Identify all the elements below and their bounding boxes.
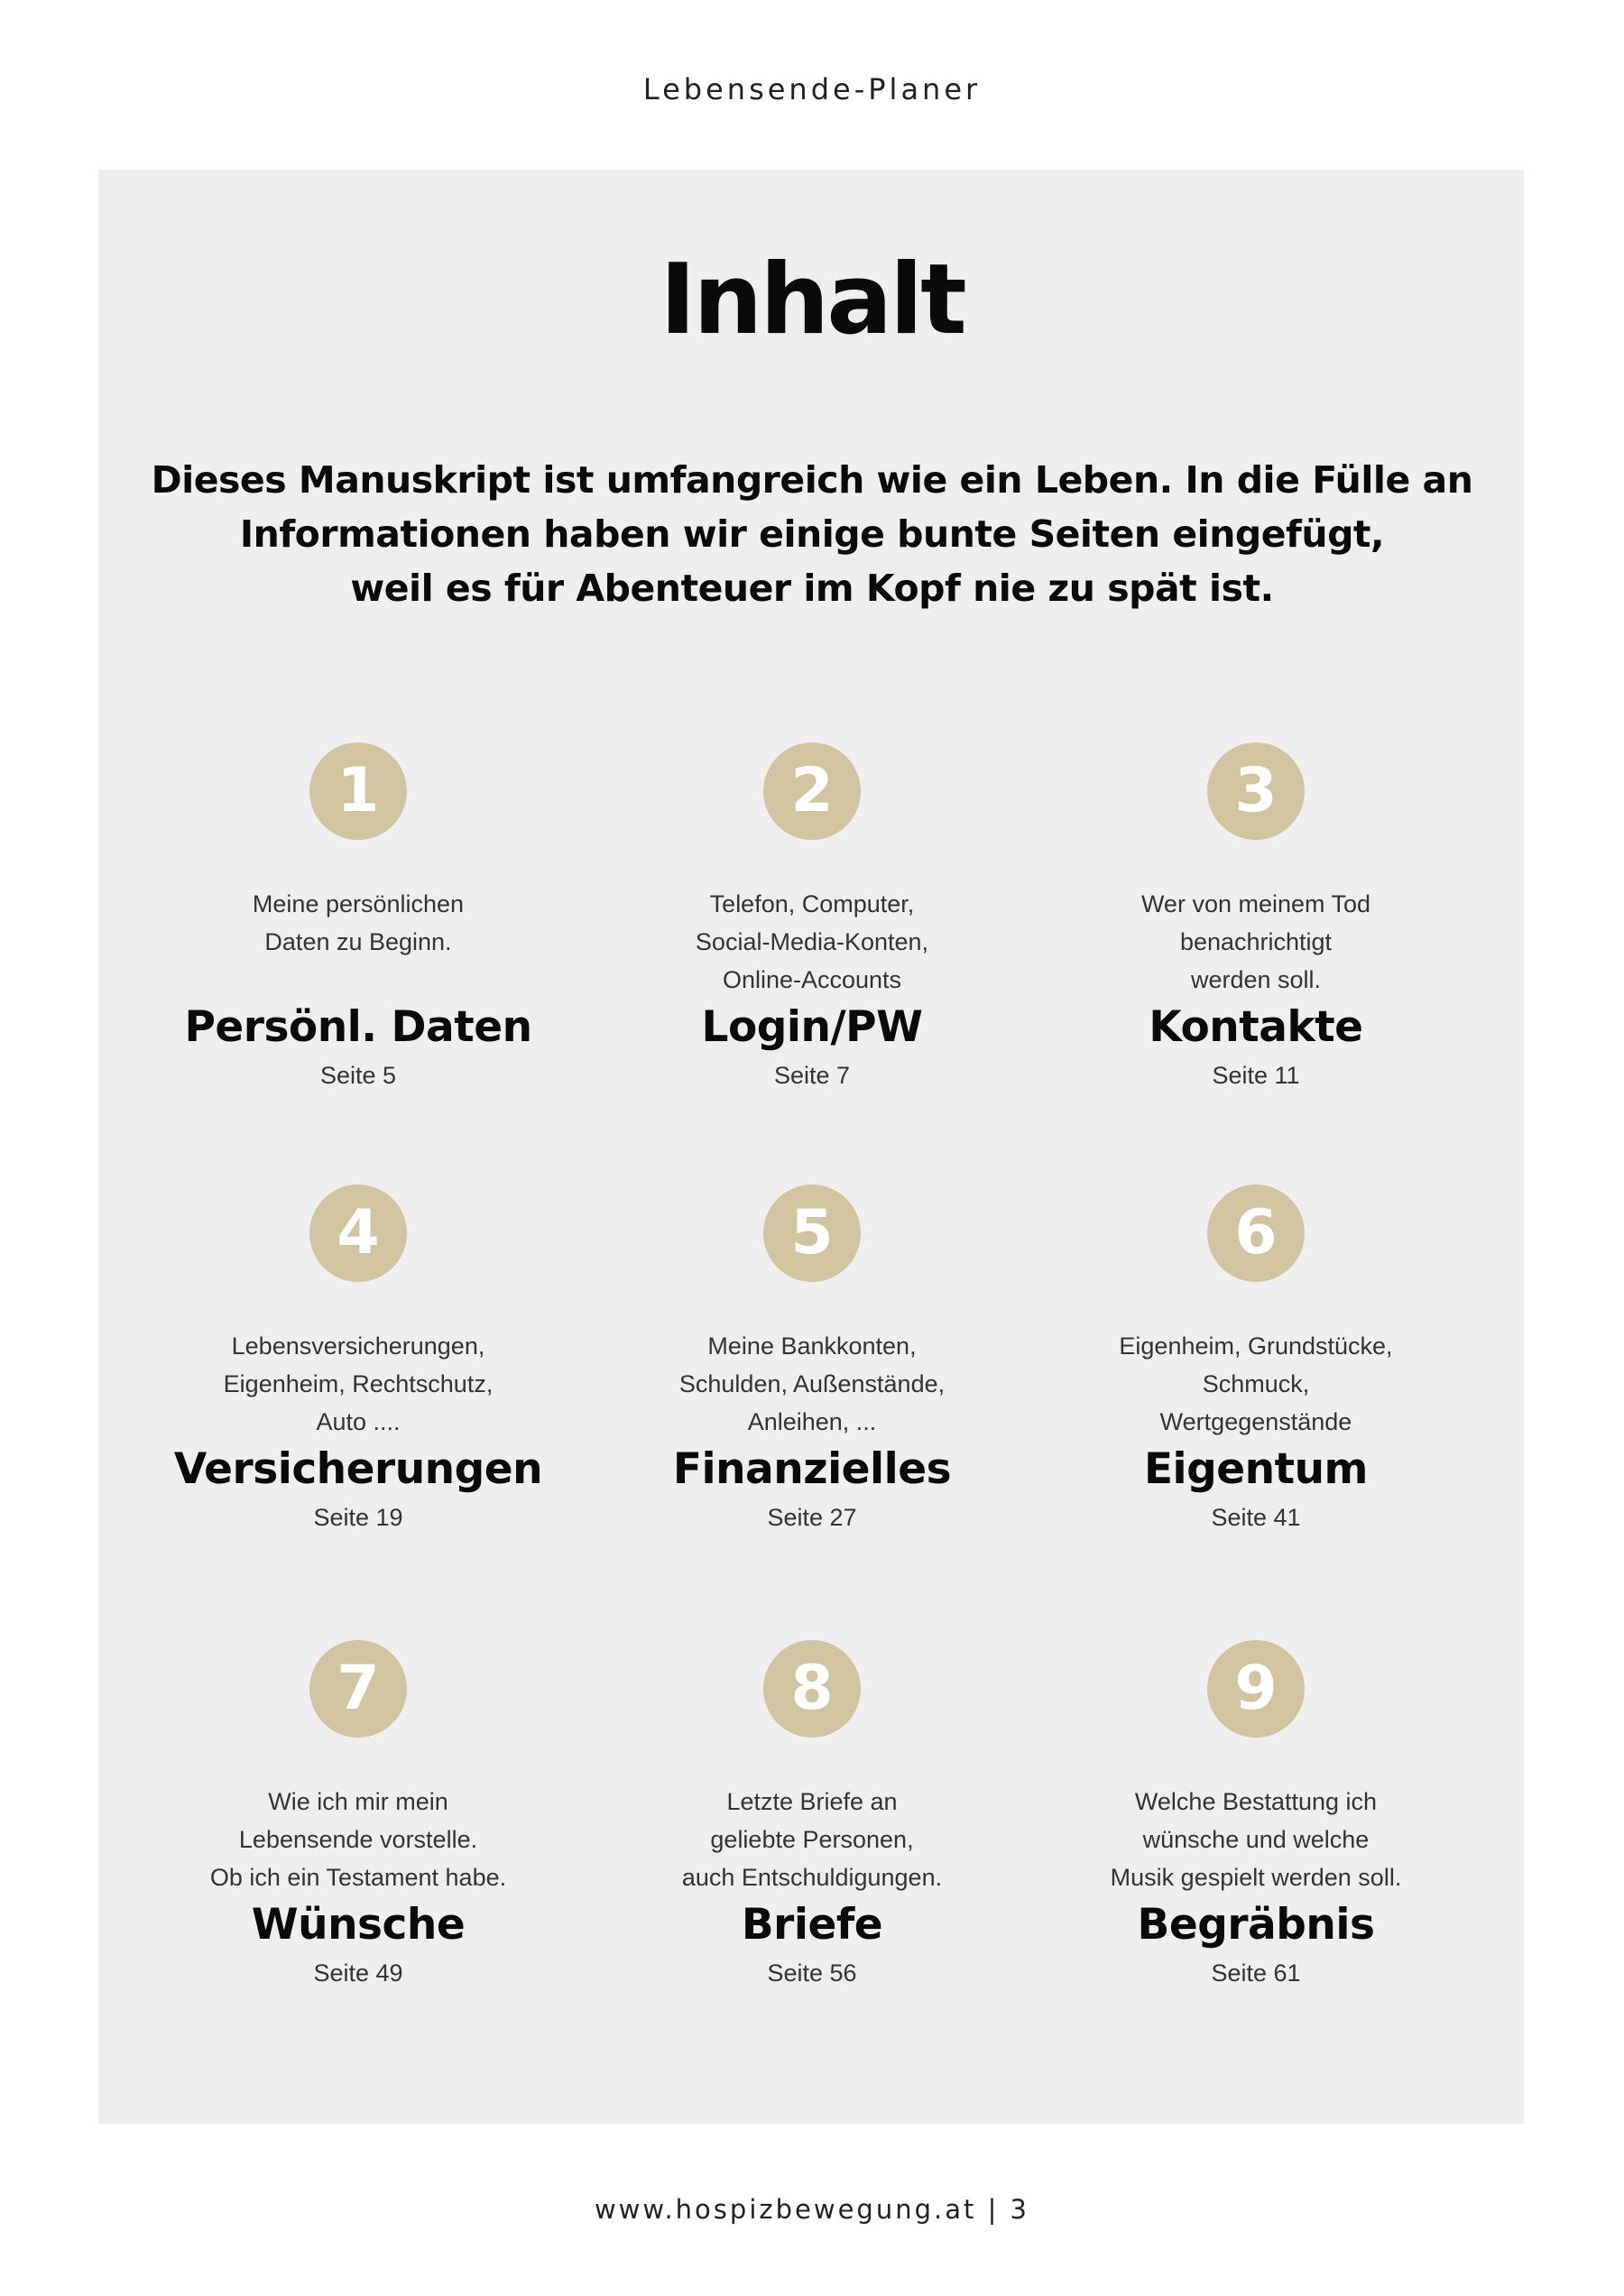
item-description: Telefon, Computer, Social-Media-Konten, On… <box>577 885 1047 999</box>
item-description: Wie ich mir mein Lebensende vorstelle. Ob … <box>124 1783 593 1896</box>
number-badge: 4 <box>309 1185 407 1282</box>
item-title: Begräbnis <box>1137 1900 1375 1950</box>
item-title: Persönl. Daten <box>184 1002 532 1052</box>
description-line: Wie ich mir mein <box>268 1788 448 1815</box>
item-title: Eigentum <box>1143 1444 1369 1494</box>
item-page-ref: Seite 56 <box>767 1959 857 1987</box>
item-title: Briefe <box>741 1900 883 1950</box>
item-description: Letzte Briefe an geliebte Personen, auch E… <box>577 1783 1047 1896</box>
toc-item: 9 Welche Bestattung ich wünsche und welche… <box>1021 1640 1490 1988</box>
number-badge: 2 <box>763 742 861 840</box>
toc-item: 4 Lebensversicherungen, Eigenheim, Rechtsc… <box>124 1185 593 1533</box>
description-line: Daten zu Beginn. <box>264 928 452 955</box>
number-badge: 8 <box>763 1640 861 1738</box>
number-badge: 1 <box>309 742 407 840</box>
description-line: Social-Media-Konten, <box>695 928 929 955</box>
intro-text: Dieses Manuskript ist umfangreich wie ei… <box>0 453 1624 615</box>
description-line: Musik gespielt werden soll. <box>1110 1864 1402 1891</box>
intro-line: Informationen haben wir einige bunte Sei… <box>239 512 1385 556</box>
description-line: Lebensende vorstelle. <box>238 1826 478 1853</box>
description-line: Eigenheim, Rechtschutz, <box>223 1370 494 1397</box>
number-badge: 9 <box>1207 1640 1305 1738</box>
description-line: Eigenheim, Grundstücke, <box>1119 1332 1393 1360</box>
description-line: Online-Accounts <box>722 966 902 993</box>
description-line: Welche Bestattung ich <box>1134 1788 1378 1815</box>
toc-item: 6 Eigenheim, Grundstücke, Schmuck, Wertgege… <box>1021 1185 1490 1533</box>
item-page-ref: Seite 11 <box>1212 1062 1300 1089</box>
description-line: Telefon, Computer, <box>709 890 915 917</box>
item-description: Eigenheim, Grundstücke, Schmuck, Wertgegen… <box>1021 1327 1490 1441</box>
description-line: Letzte Briefe an <box>726 1788 898 1815</box>
toc-item: 1 Meine persönlichen Daten zu Beginn. Persö… <box>124 742 593 1091</box>
item-page-ref: Seite 41 <box>1211 1504 1301 1531</box>
item-page-ref: Seite 49 <box>313 1959 403 1987</box>
item-page-ref: Seite 27 <box>767 1504 857 1531</box>
page-footer: www.hospizbewegung.at | 3 <box>594 2194 1030 2225</box>
description-line: benachrichtigt <box>1179 928 1333 955</box>
description-line: geliebte Personen, <box>710 1826 914 1853</box>
item-title: Kontakte <box>1149 1002 1363 1052</box>
item-description: Lebensversicherungen, Eigenheim, Rechtsch… <box>124 1327 593 1441</box>
toc-item: 3 Wer von meinem Tod benachrichtigt werden … <box>1021 742 1490 1091</box>
item-title: Wünsche <box>251 1900 466 1950</box>
number-badge: 7 <box>309 1640 407 1738</box>
intro-line: Dieses Manuskript ist umfangreich wie ei… <box>151 458 1473 502</box>
document-header: Lebensende-Planer <box>642 72 982 106</box>
intro-line: weil es für Abenteuer im Kopf nie zu spä… <box>350 567 1274 610</box>
item-description: Meine persönlichen Daten zu Beginn. <box>124 885 593 999</box>
description-line: Meine persönlichen <box>252 890 465 917</box>
item-description: Welche Bestattung ich wünsche und welche M… <box>1021 1783 1490 1896</box>
number-badge: 6 <box>1207 1185 1305 1282</box>
item-page-ref: Seite 7 <box>773 1062 851 1089</box>
item-page-ref: Seite 19 <box>313 1504 403 1531</box>
item-description: Wer von meinem Tod benachrichtigt werden s… <box>1021 885 1490 999</box>
description-line: Schulden, Außenstände, <box>678 1370 946 1397</box>
description-line: Auto .... <box>316 1408 401 1435</box>
description-line: Meine Bankkonten, <box>707 1332 917 1360</box>
item-page-ref: Seite 5 <box>319 1062 397 1089</box>
item-description: Meine Bankkonten, Schulden, Außenstände, A… <box>577 1327 1047 1441</box>
toc-item: 2 Telefon, Computer, Social-Media-Konten, O… <box>577 742 1047 1091</box>
description-line: Lebensversicherungen, <box>231 1332 485 1360</box>
description-line: auch Entschuldigungen. <box>681 1864 943 1891</box>
toc-item: 8 Letzte Briefe an geliebte Personen, auch … <box>577 1640 1047 1988</box>
item-page-ref: Seite 61 <box>1211 1959 1301 1987</box>
description-line: Schmuck, <box>1202 1370 1310 1397</box>
number-badge: 3 <box>1207 742 1305 840</box>
page-title: Inhalt <box>660 244 966 356</box>
description-line: Anleihen, ... <box>747 1408 877 1435</box>
description-line: Wertgegenstände <box>1159 1408 1352 1435</box>
item-title: Finanzielles <box>672 1444 952 1494</box>
toc-item: 7 Wie ich mir mein Lebensende vorstelle. Ob… <box>124 1640 593 1988</box>
description-line: Ob ich ein Testament habe. <box>209 1864 507 1891</box>
number-badge: 5 <box>763 1185 861 1282</box>
description-line: werden soll. <box>1190 966 1322 993</box>
item-title: Login/PW <box>701 1002 923 1052</box>
toc-item: 5 Meine Bankkonten, Schulden, Außenstände,… <box>577 1185 1047 1533</box>
content-panel <box>98 170 1524 2124</box>
item-title: Versicherungen <box>173 1444 543 1494</box>
description-line: Wer von meinem Tod <box>1140 890 1371 917</box>
description-line: wünsche und welche <box>1142 1826 1370 1853</box>
